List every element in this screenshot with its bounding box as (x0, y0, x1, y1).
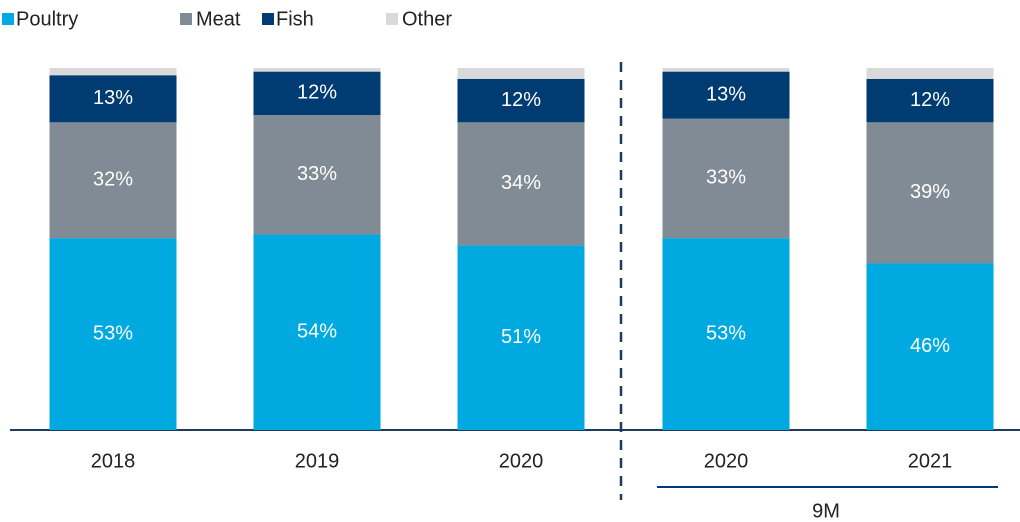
bar-segment (457, 122, 585, 246)
x-tick-label: 2018 (91, 450, 136, 472)
data-label: 34% (501, 172, 541, 194)
data-label: 12% (501, 89, 541, 111)
bar-segment (866, 78, 994, 123)
bar-segment (253, 71, 381, 116)
bar-segment (662, 71, 790, 119)
bar-segment (866, 263, 994, 430)
group-label: 9M (812, 500, 840, 522)
bar-segment (49, 122, 177, 239)
data-label: 12% (910, 89, 950, 111)
bar-segment (866, 68, 994, 79)
data-label: 32% (93, 169, 133, 191)
data-label: 13% (93, 87, 133, 109)
x-tick-label: 2021 (908, 450, 953, 472)
data-label: 53% (93, 322, 133, 344)
legend-swatch (386, 13, 398, 25)
x-tick-label: 2019 (295, 450, 340, 472)
data-label: 12% (297, 82, 337, 104)
bar-segment (457, 78, 585, 123)
legend-label: Other (402, 8, 452, 30)
x-tick-label: 2020 (704, 450, 749, 472)
data-label: 51% (501, 326, 541, 348)
legend-label: Poultry (16, 8, 78, 30)
bar-segment (457, 68, 585, 79)
bar-segment (253, 68, 381, 72)
data-label: 54% (297, 321, 337, 343)
bar-segment (866, 122, 994, 264)
bar-segment (49, 75, 177, 123)
bar-segment (253, 234, 381, 430)
bar-segment (662, 68, 790, 72)
data-label: 33% (297, 163, 337, 185)
legend-swatch (2, 13, 14, 25)
data-label: 39% (910, 181, 950, 203)
data-label: 53% (706, 322, 746, 344)
data-label: 33% (706, 167, 746, 189)
x-tick-label: 2020 (499, 450, 544, 472)
bar-segment (49, 238, 177, 430)
legend-label: Meat (196, 8, 241, 30)
bar-segment (662, 118, 790, 239)
bar-segment (49, 68, 177, 76)
bar-segment (253, 115, 381, 235)
legend-swatch (262, 13, 274, 25)
data-label: 46% (910, 335, 950, 357)
legend-label: Fish (276, 8, 314, 30)
data-label: 13% (706, 83, 746, 105)
legend-swatch (180, 13, 192, 25)
bar-segment (662, 238, 790, 430)
bar-segment (457, 245, 585, 430)
